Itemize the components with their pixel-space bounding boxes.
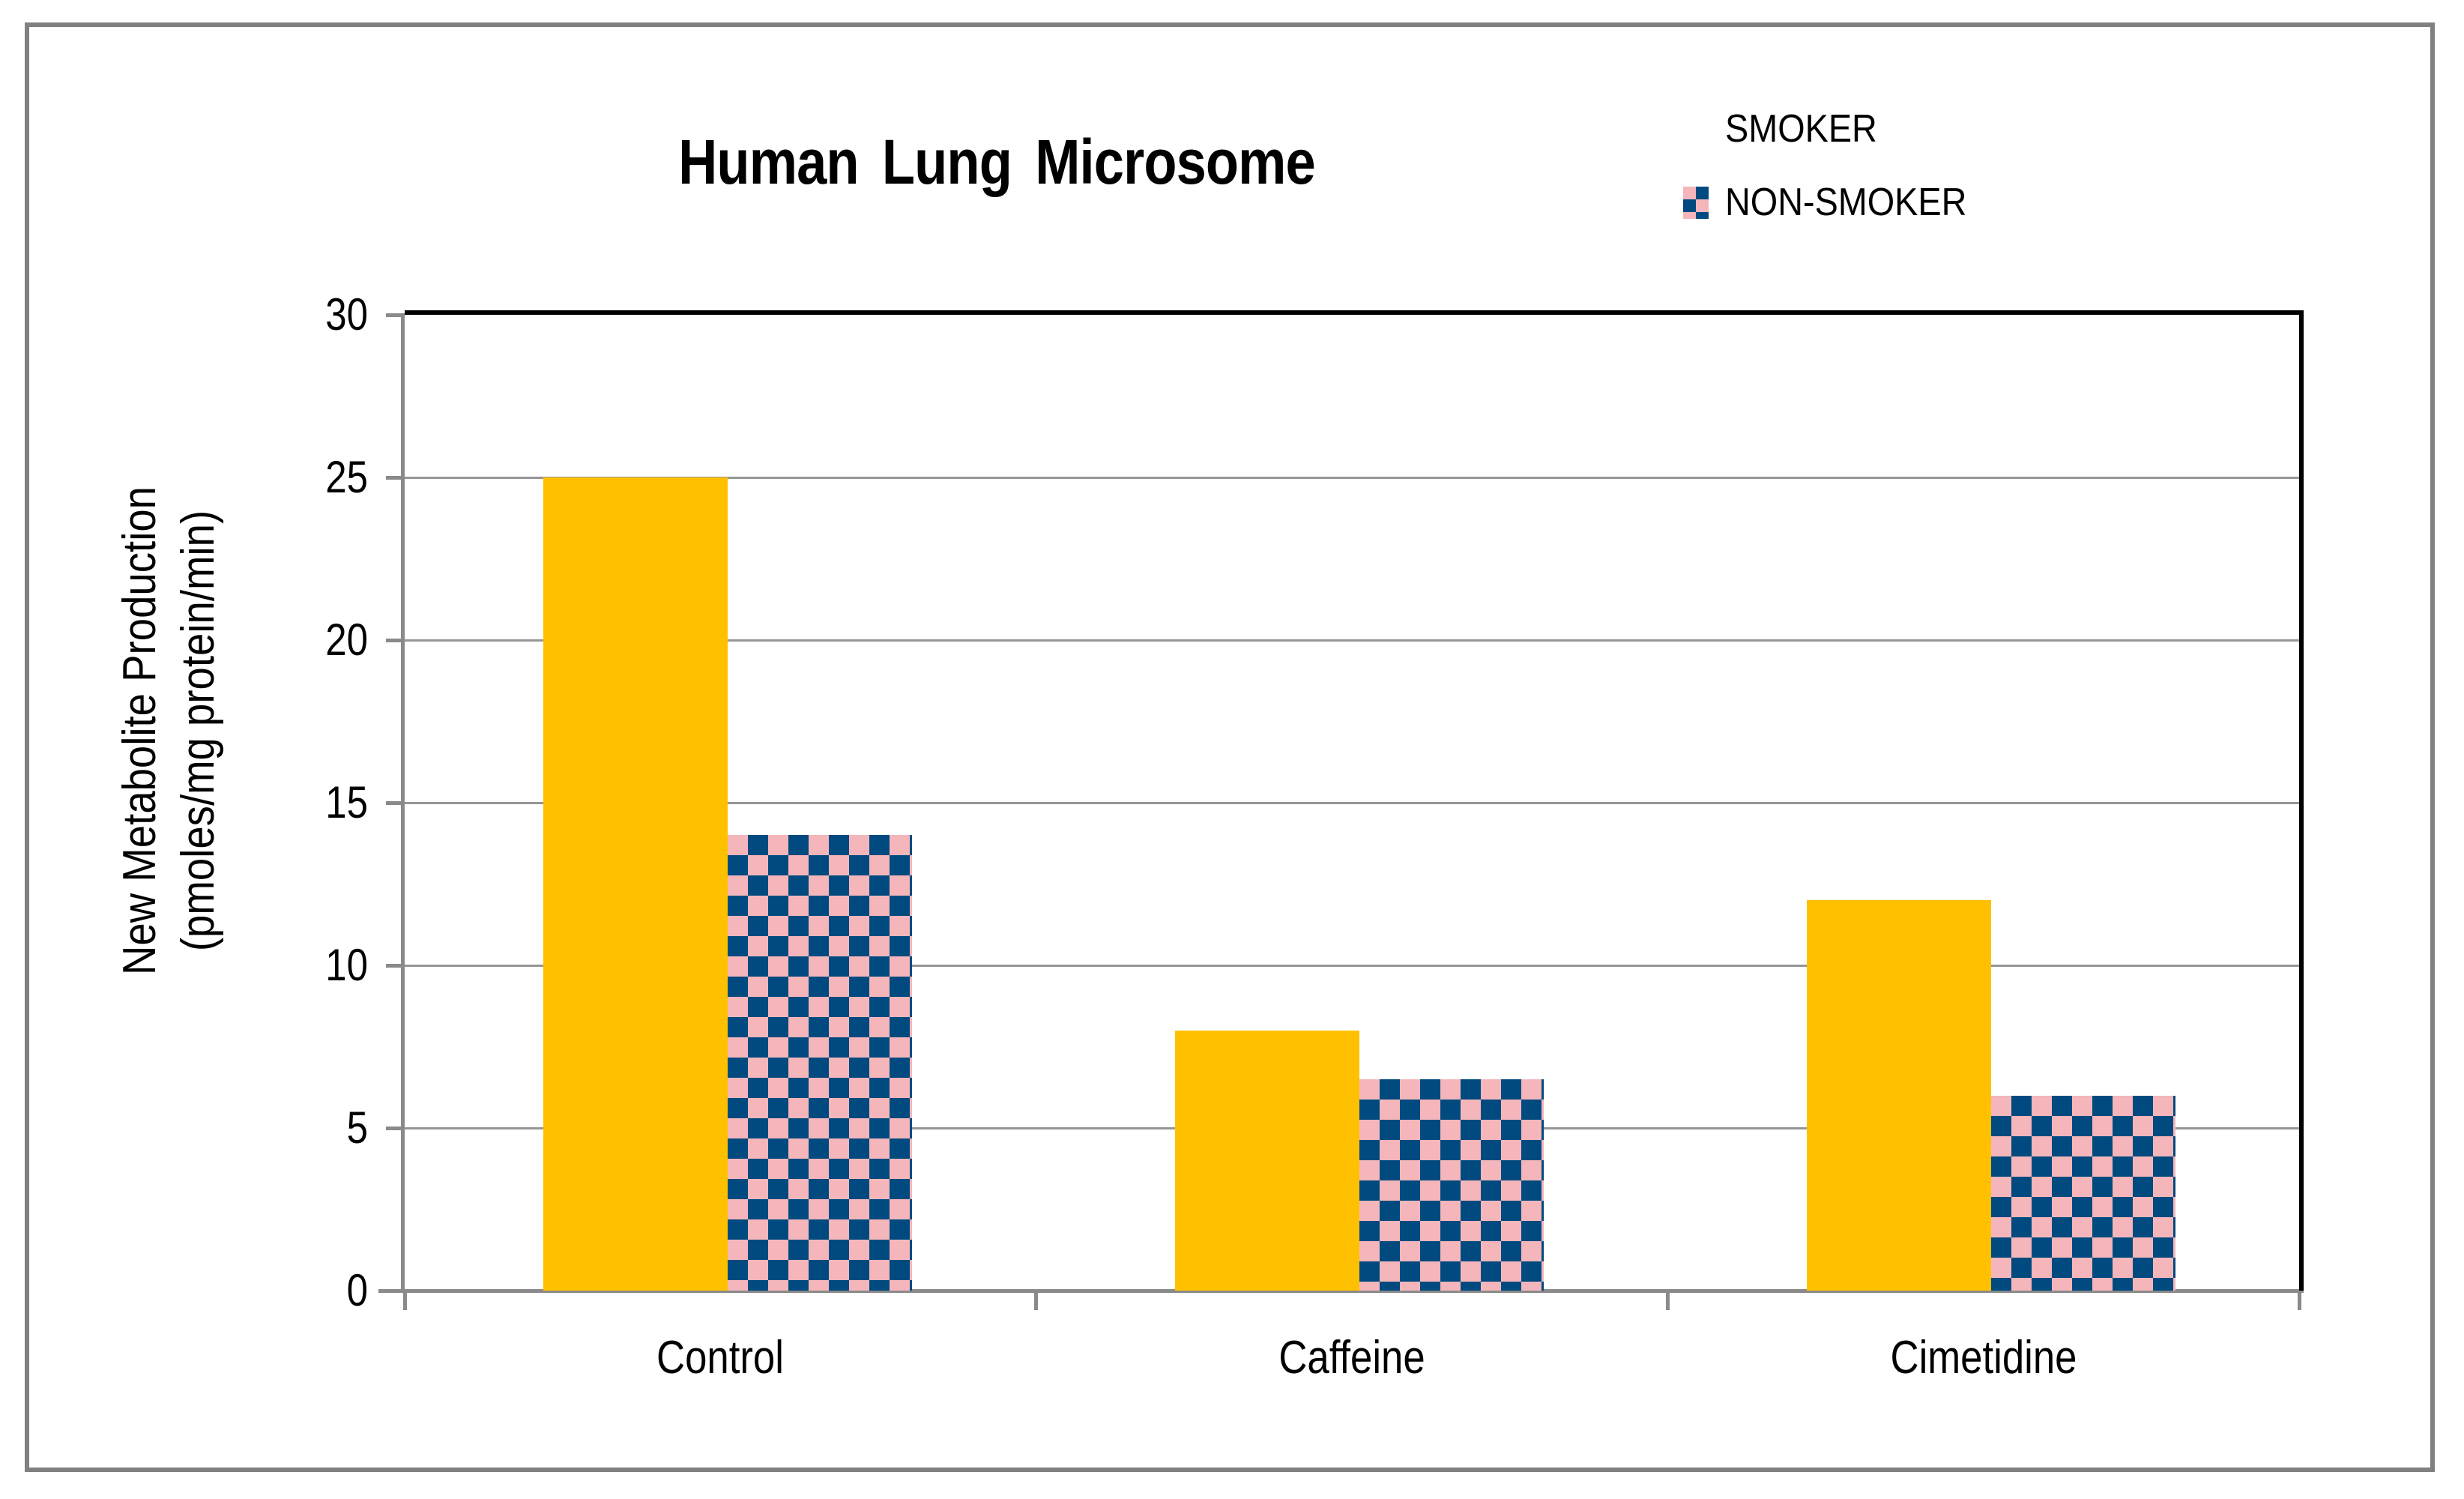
y-tick — [386, 1288, 405, 1293]
y-tick-label: 0 — [346, 1265, 368, 1315]
legend-label-non-smoker: NON-SMOKER — [1725, 181, 1967, 224]
bar-caffeine-smoker — [1174, 1030, 1359, 1291]
bar-caffeine-non-smoker — [1359, 1079, 1544, 1291]
y-tick-label: 10 — [325, 940, 368, 990]
chart-title: Human Lung Microsome — [678, 127, 1316, 197]
gridline — [405, 964, 2299, 967]
y-tick — [386, 475, 405, 480]
bar-control-smoker — [543, 477, 728, 1291]
y-axis-title: New Metabolite Production (pmoles/mg pro… — [111, 302, 231, 1159]
y-tick — [386, 638, 405, 642]
y-tick — [386, 963, 405, 968]
y-tick — [386, 1126, 405, 1130]
bar-group-control — [412, 315, 1044, 1291]
x-tick — [1665, 1291, 1670, 1310]
plot-area — [405, 310, 2304, 1291]
gridline — [405, 639, 2299, 642]
bar-group-cimetidine — [1675, 315, 2307, 1291]
x-axis-line — [378, 1289, 2304, 1293]
legend-swatch-non-smoker — [1683, 187, 1709, 219]
y-tick-label: 25 — [325, 452, 368, 502]
y-tick-label: 15 — [325, 777, 368, 827]
y-tick — [386, 800, 405, 805]
y-tick — [386, 313, 405, 317]
y-tick-label: 20 — [325, 615, 368, 665]
y-tick-label: 5 — [346, 1103, 368, 1153]
x-tick — [402, 1291, 407, 1310]
x-category-label: Cimetidine — [1890, 1332, 2077, 1384]
y-tick-label: 30 — [325, 289, 368, 340]
y-axis-title-line1: New Metabolite Production — [114, 486, 166, 976]
legend-label-smoker: SMOKER — [1725, 107, 1877, 151]
gridline — [405, 476, 2299, 479]
y-axis-title-line2: (pmoles/mg protein/min) — [172, 510, 224, 952]
x-category-label: Control — [656, 1332, 784, 1384]
x-tick — [2297, 1291, 2301, 1310]
gridline — [405, 801, 2299, 804]
x-category-label: Caffeine — [1278, 1332, 1425, 1384]
bar-cimetidine-smoker — [1806, 900, 1991, 1291]
bar-cimetidine-non-smoker — [1990, 1095, 2175, 1291]
bar-group-caffeine — [1044, 315, 1676, 1291]
bar-control-non-smoker — [728, 835, 913, 1291]
legend-swatch-smoker — [1684, 112, 1709, 145]
x-tick — [1034, 1291, 1039, 1310]
